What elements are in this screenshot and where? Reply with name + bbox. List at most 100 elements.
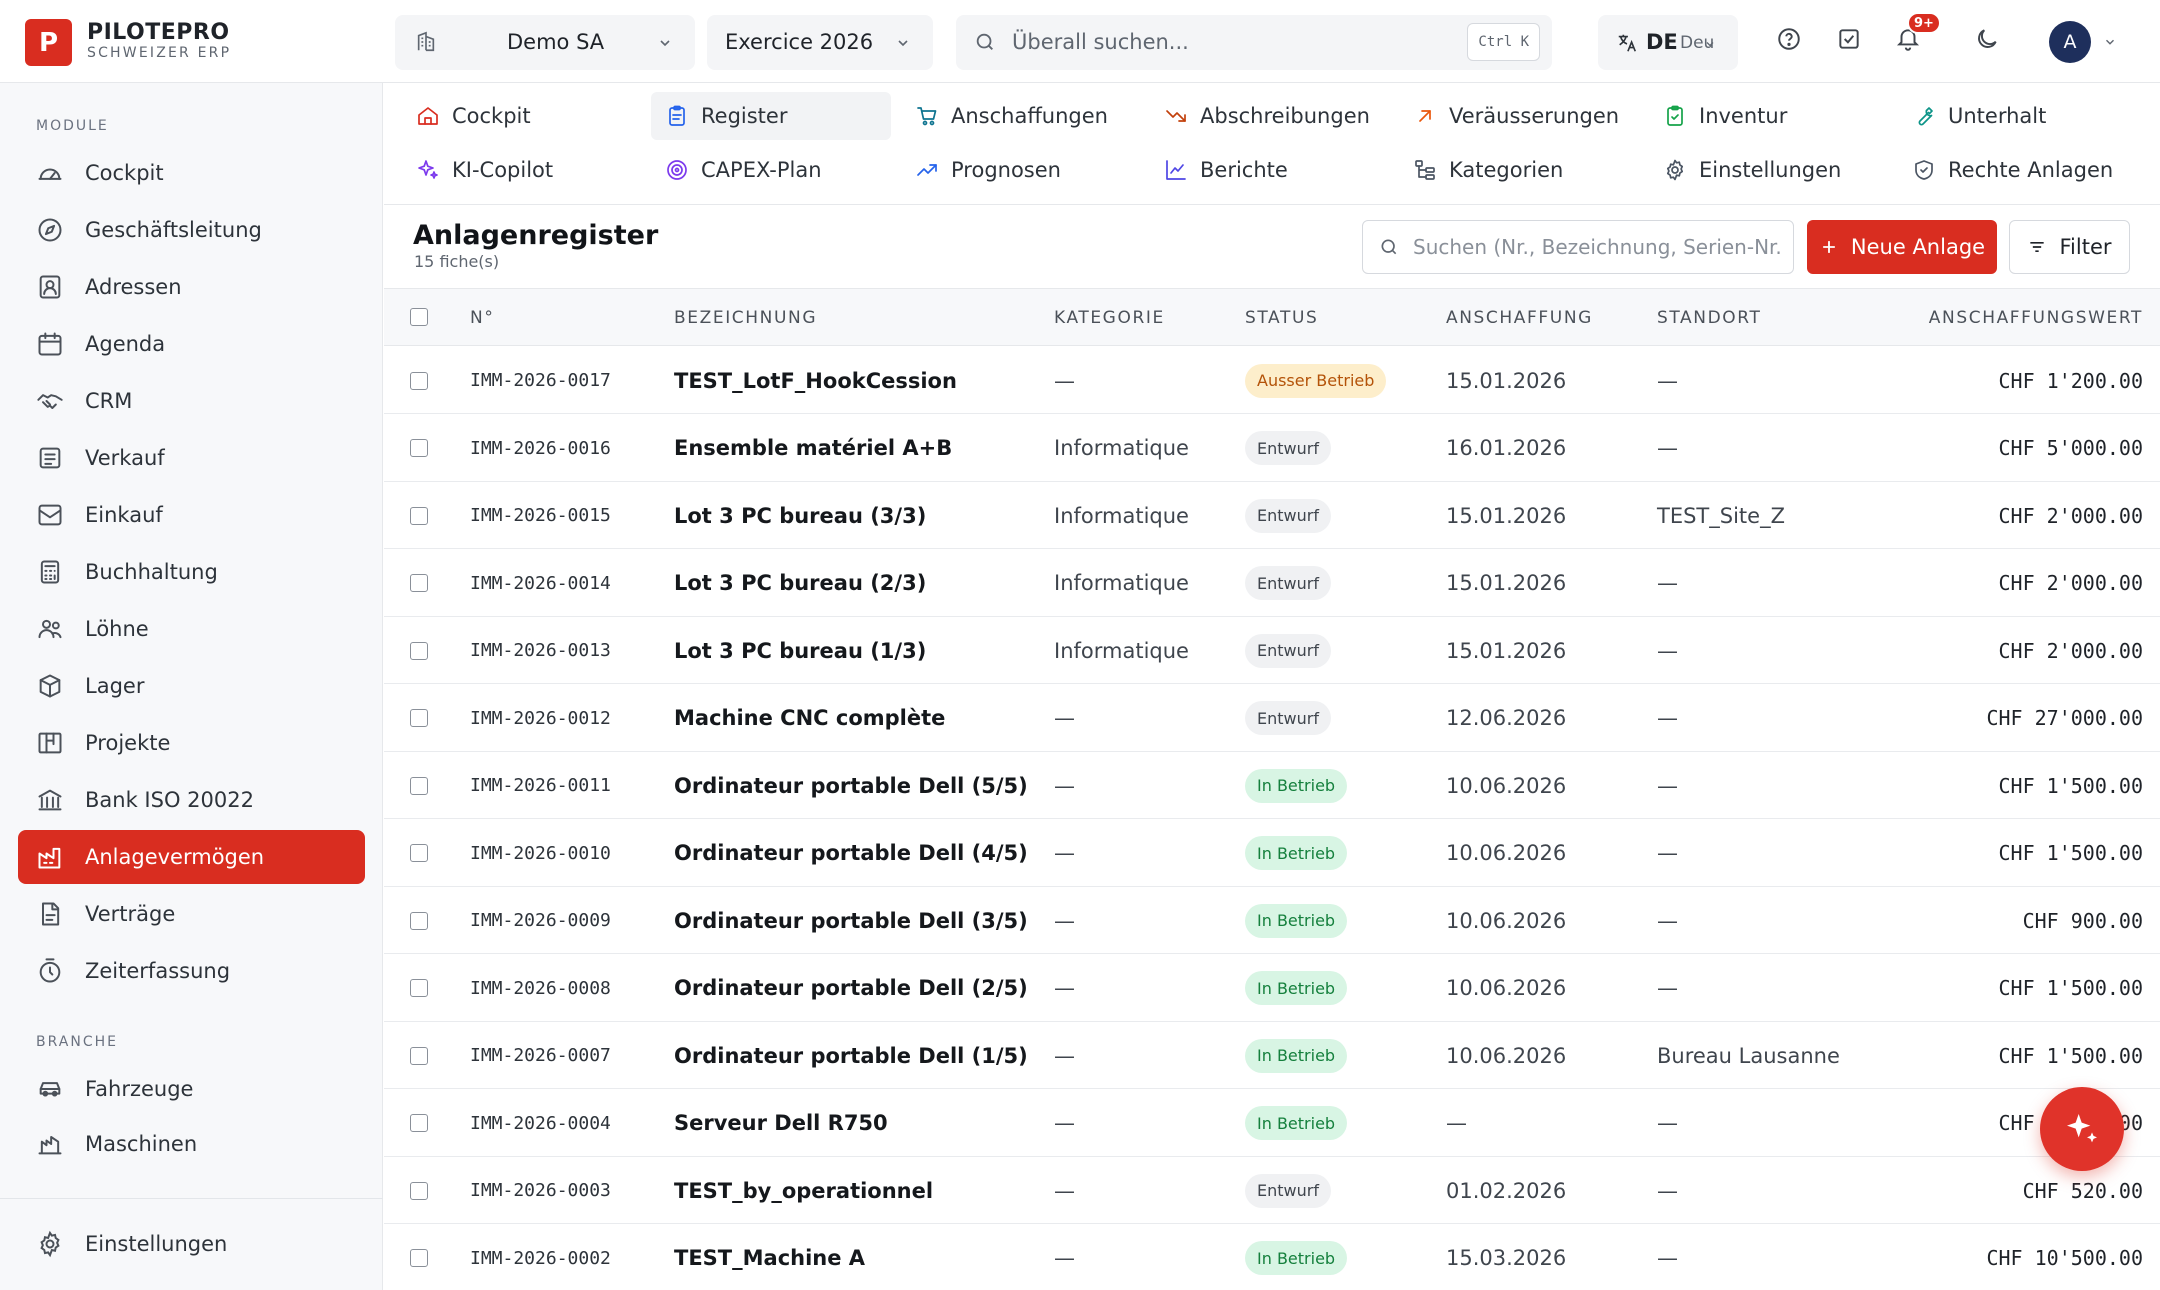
tab-berichte[interactable]: Berichte (1150, 146, 1390, 194)
column-header-acquisition[interactable]: ANSCHAFFUNG (1446, 308, 1593, 328)
asset-number[interactable]: IMM-2026-0016 (470, 437, 611, 459)
tab-cockpit[interactable]: Cockpit (402, 92, 642, 140)
tab-capex-plan[interactable]: CAPEX-Plan (651, 146, 891, 194)
row-checkbox[interactable] (410, 820, 428, 887)
help-icon[interactable] (1776, 26, 1802, 52)
table-row[interactable]: IMM-2026-0004 Serveur Dell R750 — In Betrie… (384, 1089, 2160, 1157)
tab-ki-copilot[interactable]: KI-Copilot (402, 146, 642, 194)
asset-number[interactable]: IMM-2026-0011 (470, 775, 611, 796)
sidebar-item-einstellungen[interactable]: Einstellungen (18, 1217, 365, 1271)
asset-name[interactable]: Ordinateur portable Dell (3/5) (674, 908, 1028, 933)
asset-name[interactable]: Lot 3 PC bureau (1/3) (674, 638, 927, 663)
asset-name[interactable]: Ordinateur portable Dell (5/5) (674, 773, 1028, 798)
fiscal-year-select[interactable]: Exercice 2026 (707, 15, 933, 70)
column-header-name[interactable]: BEZEICHNUNG (674, 308, 818, 328)
table-row[interactable]: IMM-2026-0017 TEST_LotF_HookCession — Ausse… (384, 347, 2160, 414)
new-asset-button[interactable]: Neue Anlage (1807, 220, 1997, 274)
table-row[interactable]: IMM-2026-0002 TEST_Machine A — In Betrieb 15… (384, 1224, 2160, 1290)
row-checkbox[interactable] (410, 1022, 428, 1089)
asset-number[interactable]: IMM-2026-0008 (470, 977, 611, 999)
table-row[interactable]: IMM-2026-0009 Ordinateur portable Dell (3… (384, 887, 2160, 954)
asset-number[interactable]: IMM-2026-0010 (470, 842, 611, 864)
language-select[interactable]: DE Deu (1598, 15, 1738, 70)
row-checkbox[interactable] (410, 347, 428, 414)
global-search[interactable]: Überall suchen... Ctrl K (956, 15, 1552, 70)
asset-name[interactable]: Serveur Dell R750 (674, 1111, 888, 1135)
asset-number[interactable]: IMM-2026-0002 (470, 1247, 611, 1269)
row-checkbox[interactable] (410, 887, 428, 954)
sidebar-item-verkauf[interactable]: Verkauf (18, 431, 365, 485)
sidebar-item-agenda[interactable]: Agenda (18, 317, 365, 371)
asset-number[interactable]: IMM-2026-0014 (470, 572, 611, 594)
table-row[interactable]: IMM-2026-0013 Lot 3 PC bureau (1/3) Inform… (384, 617, 2160, 684)
table-row[interactable]: IMM-2026-0007 Ordinateur portable Dell (1… (384, 1022, 2160, 1089)
row-checkbox[interactable] (410, 415, 428, 482)
row-checkbox[interactable] (410, 1157, 428, 1224)
column-header-value[interactable]: ANSCHAFFUNGSWERT (1928, 308, 2143, 328)
table-row[interactable]: IMM-2026-0011 Ordinateur portable Dell (5… (384, 752, 2160, 819)
tab-anschaffungen[interactable]: Anschaffungen (901, 92, 1141, 140)
asset-number[interactable]: IMM-2026-0017 (470, 370, 611, 391)
tab-prognosen[interactable]: Prognosen (901, 146, 1141, 194)
tab-inventur[interactable]: Inventur (1649, 92, 1889, 140)
table-row[interactable]: IMM-2026-0003 TEST_by_operationnel — Entwur… (384, 1157, 2160, 1224)
row-checkbox[interactable] (410, 685, 428, 752)
table-row[interactable]: IMM-2026-0010 Ordinateur portable Dell (4… (384, 819, 2160, 887)
tab-einstellungen[interactable]: Einstellungen (1649, 146, 1889, 194)
row-checkbox[interactable] (410, 1090, 428, 1157)
row-checkbox[interactable] (410, 752, 428, 819)
tab-register[interactable]: Register (651, 92, 891, 140)
tab-abschreibungen[interactable]: Abschreibungen (1150, 92, 1390, 140)
logo[interactable]: P (25, 19, 72, 66)
table-row[interactable]: IMM-2026-0015 Lot 3 PC bureau (3/3) Inform… (384, 482, 2160, 549)
asset-name[interactable]: Lot 3 PC bureau (2/3) (674, 571, 927, 595)
sidebar-item-vertrage[interactable]: Verträge (18, 887, 365, 941)
sidebar-item-cockpit[interactable]: Cockpit (18, 146, 365, 200)
table-row[interactable]: IMM-2026-0012 Machine CNC complète — Entwur… (384, 684, 2160, 752)
task-check-icon[interactable] (1836, 26, 1862, 52)
sidebar-item-projekte[interactable]: Projekte (18, 716, 365, 770)
sidebar-item-lager[interactable]: Lager (18, 659, 365, 713)
asset-name[interactable]: TEST_by_operationnel (674, 1178, 934, 1203)
asset-number[interactable]: IMM-2026-0009 (470, 910, 611, 931)
table-row[interactable]: IMM-2026-0008 Ordinateur portable Dell (2… (384, 954, 2160, 1022)
asset-number[interactable]: IMM-2026-0003 (470, 1180, 611, 1201)
sidebar-item-bank-iso-20022[interactable]: Bank ISO 20022 (18, 773, 365, 827)
sidebar-item-lohne[interactable]: Löhne (18, 602, 365, 656)
company-select[interactable]: Demo SA (395, 15, 695, 70)
row-checkbox[interactable] (410, 617, 428, 684)
sidebar-item-buchhaltung[interactable]: Buchhaltung (18, 545, 365, 599)
sidebar-item-crm[interactable]: CRM (18, 374, 365, 428)
ai-copilot-fab[interactable] (2040, 1087, 2124, 1171)
row-checkbox[interactable] (410, 1225, 428, 1290)
tab-kategorien[interactable]: Kategorien (1399, 146, 1639, 194)
sidebar-item-einkauf[interactable]: Einkauf (18, 488, 365, 542)
tab-verausserungen[interactable]: Veräusserungen (1399, 92, 1639, 140)
sidebar-item-zeiterfassung[interactable]: Zeiterfassung (18, 944, 365, 998)
sidebar-item-maschinen[interactable]: Maschinen (18, 1117, 365, 1171)
asset-name[interactable]: TEST_Machine A (674, 1246, 866, 1270)
table-row[interactable]: IMM-2026-0014 Lot 3 PC bureau (2/3) Inform… (384, 549, 2160, 617)
table-search[interactable] (1362, 220, 1794, 274)
asset-number[interactable]: IMM-2026-0015 (470, 505, 611, 526)
avatar[interactable]: A (2049, 21, 2091, 63)
sidebar-item-fahrzeuge[interactable]: Fahrzeuge (18, 1062, 365, 1116)
table-search-input[interactable] (1413, 235, 1783, 259)
asset-name[interactable]: Lot 3 PC bureau (3/3) (674, 503, 927, 528)
column-header-location[interactable]: STANDORT (1657, 308, 1762, 328)
tab-unterhalt[interactable]: Unterhalt (1898, 92, 2138, 140)
row-checkbox[interactable] (410, 482, 428, 549)
select-all-checkbox[interactable] (410, 308, 428, 326)
asset-name[interactable]: Machine CNC complète (674, 706, 946, 730)
sidebar-item-anlagevermogen[interactable]: Anlagevermögen (18, 830, 365, 884)
asset-name[interactable]: Ordinateur portable Dell (2/5) (674, 976, 1028, 1000)
asset-name[interactable]: Ordinateur portable Dell (1/5) (674, 1043, 1028, 1068)
asset-number[interactable]: IMM-2026-0012 (470, 707, 611, 729)
column-header-category[interactable]: KATEGORIE (1054, 308, 1165, 328)
table-row[interactable]: IMM-2026-0016 Ensemble matériel A+B Inform… (384, 414, 2160, 482)
asset-name[interactable]: TEST_LotF_HookCession (674, 368, 957, 393)
filter-button[interactable]: Filter (2009, 220, 2130, 274)
asset-number[interactable]: IMM-2026-0013 (470, 640, 611, 661)
column-header-no[interactable]: N° (470, 308, 495, 328)
moon-icon[interactable] (1974, 26, 2000, 52)
